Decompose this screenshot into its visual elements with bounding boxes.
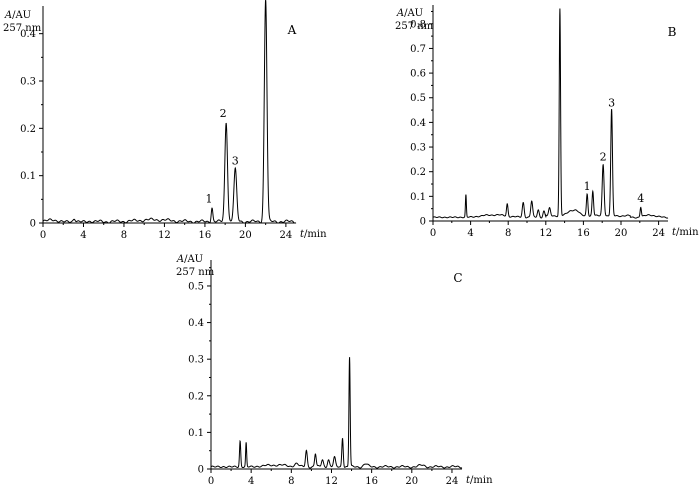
y-tick-label: 0.4	[410, 118, 426, 129]
y-tick-label: 0	[198, 465, 204, 476]
chromatogram-trace	[210, 357, 463, 469]
x-tick-label: 8	[505, 228, 511, 239]
x-tick-label: 24	[652, 228, 665, 239]
y-tick-label: 0.1	[20, 171, 36, 182]
peak-label: 3	[608, 96, 615, 109]
panel-letter: B	[668, 25, 677, 39]
x-tick-label: 16	[199, 230, 212, 241]
peak-label: 3	[232, 155, 239, 168]
y-tick-label: 0.8	[410, 19, 426, 30]
peak-label: 4	[637, 192, 644, 205]
panel-b: 0 4 8 12 16 20 2400.10.20.30.40.50.60.70.8A/AU…	[395, 5, 699, 239]
peak-label: 2	[600, 151, 607, 164]
x-tick-label: 0	[208, 476, 214, 487]
y-tick-label: 0.2	[410, 167, 426, 178]
x-tick-label: 0	[430, 228, 436, 239]
x-tick-label: 12	[158, 230, 171, 241]
y-axis-unit: 257 nm	[395, 21, 434, 32]
y-tick-label: 0	[30, 219, 36, 230]
y-axis-unit: 257 nm	[176, 267, 215, 278]
y-tick-label: 0.3	[410, 143, 426, 154]
y-axis-label: A/AU	[396, 8, 423, 19]
x-tick-label: 16	[577, 228, 590, 239]
chromatogram-trace	[432, 8, 669, 219]
x-tick-label: 8	[288, 476, 294, 487]
y-tick-label: 0.7	[410, 44, 426, 55]
y-axis-label: A/AU	[4, 10, 31, 21]
x-tick-label: 20	[405, 476, 418, 487]
x-tick-label: 8	[121, 230, 127, 241]
y-axis-unit: 257 nm	[3, 23, 42, 34]
panel-letter: A	[287, 23, 297, 37]
x-tick-label: 12	[539, 228, 552, 239]
y-tick-label: 0.1	[410, 192, 426, 203]
x-tick-label: 24	[280, 230, 293, 241]
x-tick-label: 0	[40, 230, 46, 241]
y-tick-label: 0.5	[188, 281, 204, 292]
y-tick-label: 0.4	[20, 29, 36, 40]
y-tick-label: 0.6	[410, 69, 426, 80]
x-tick-label: 4	[248, 476, 254, 487]
y-axis-label: A/AU	[176, 254, 203, 265]
y-tick-label: 0.2	[20, 124, 36, 135]
y-tick-label: 0.3	[188, 355, 204, 366]
y-tick-label: 0.2	[188, 391, 204, 402]
peak-label: 1	[584, 180, 591, 193]
peak-label: 1	[206, 192, 213, 205]
y-tick-label: 0.4	[188, 318, 204, 329]
x-tick-label: 12	[325, 476, 338, 487]
x-tick-label: 20	[239, 230, 252, 241]
y-tick-label: 0	[420, 217, 426, 228]
panel-c: 0 4 8 12 16 20 24 0 0.1 0.2 0.3 0.4 0.5 A/AU 257 nm t/m…	[176, 254, 493, 487]
x-tick-label: 16	[365, 476, 378, 487]
y-tick-label: 0.3	[20, 77, 36, 88]
panel-letter: C	[453, 271, 462, 285]
peak-label: 2	[220, 107, 227, 120]
x-tick-label: 20	[615, 228, 628, 239]
x-axis-label: t/min	[672, 227, 699, 238]
y-tick-label: 0.1	[188, 428, 204, 439]
y-tick-label: 0.5	[410, 93, 426, 104]
x-axis-label: t/min	[300, 229, 327, 240]
x-tick-label: 4	[467, 228, 473, 239]
chromatogram-trace	[42, 0, 297, 224]
x-tick-label: 4	[80, 230, 86, 241]
x-axis-label: t/min	[466, 475, 493, 486]
x-tick-label: 24	[446, 476, 459, 487]
